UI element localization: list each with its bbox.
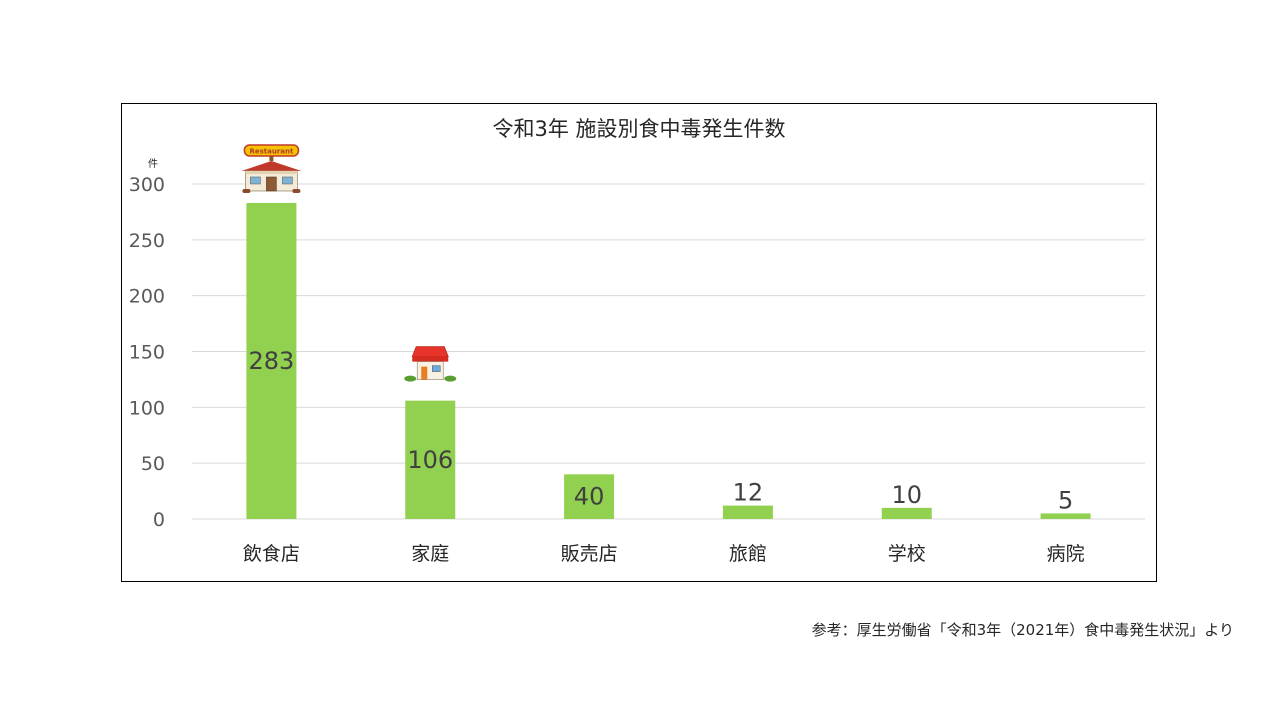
category-label: 家庭 bbox=[411, 543, 449, 565]
y-tick-label: 150 bbox=[129, 342, 165, 364]
data-label: 106 bbox=[407, 446, 453, 474]
bar bbox=[564, 474, 615, 519]
y-axis-unit-label: 件 bbox=[148, 158, 158, 170]
bar bbox=[881, 507, 932, 519]
category-label: 旅館 bbox=[729, 543, 767, 565]
data-labels: 283 106 40 12 10 5 bbox=[249, 347, 1074, 514]
category-label: 飲食店 bbox=[243, 543, 300, 565]
bars bbox=[246, 202, 1091, 519]
y-tick-label: 0 bbox=[153, 509, 165, 531]
bar bbox=[246, 202, 297, 519]
category-label: 販売店 bbox=[561, 543, 618, 565]
chart-title: 令和3年 施設別食中毒発生件数 bbox=[492, 117, 785, 141]
house-icon bbox=[404, 346, 457, 382]
x-axis-categories: 飲食店 家庭 販売店 旅館 学校 病院 bbox=[243, 543, 1085, 565]
source-note: 参考：厚生労働省「令和3年（2021年）食中毒発生状況」より bbox=[811, 621, 1234, 639]
data-label: 5 bbox=[1058, 486, 1073, 514]
bar bbox=[1040, 513, 1091, 519]
bar-icons: Restaurant bbox=[241, 144, 457, 382]
data-label: 283 bbox=[249, 347, 295, 375]
y-tick-label: 250 bbox=[129, 230, 165, 252]
y-tick-label: 300 bbox=[129, 174, 165, 196]
y-tick-label: 50 bbox=[141, 453, 165, 475]
y-tick-label: 100 bbox=[129, 397, 165, 419]
category-label: 病院 bbox=[1047, 543, 1085, 565]
gridlines bbox=[192, 183, 1145, 520]
bar-chart: 令和3年 施設別食中毒発生件数 件 0 50 100 150 200 250 300 283… bbox=[129, 117, 1145, 565]
bar bbox=[405, 400, 456, 519]
data-label: 12 bbox=[733, 479, 764, 507]
restaurant-icon: Restaurant bbox=[241, 144, 302, 193]
y-axis-ticks: 0 50 100 150 200 250 300 bbox=[129, 174, 165, 531]
data-label: 40 bbox=[574, 483, 605, 511]
y-tick-label: 200 bbox=[129, 286, 165, 308]
data-label: 10 bbox=[891, 481, 922, 509]
category-label: 学校 bbox=[888, 543, 926, 565]
restaurant-sign-text: Restaurant bbox=[249, 147, 294, 155]
bar bbox=[722, 505, 773, 519]
chart-frame: 令和3年 施設別食中毒発生件数 件 0 50 100 150 200 250 300 283… bbox=[121, 103, 1157, 582]
